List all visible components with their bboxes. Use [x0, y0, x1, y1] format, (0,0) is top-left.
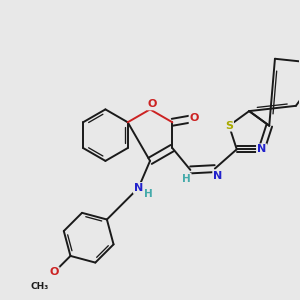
Text: O: O [50, 267, 59, 277]
Text: CH₃: CH₃ [30, 282, 49, 291]
Text: O: O [190, 113, 199, 123]
Text: O: O [147, 99, 157, 110]
Text: H: H [182, 174, 191, 184]
Text: N: N [213, 171, 222, 181]
Text: N: N [257, 144, 266, 154]
Text: S: S [225, 121, 233, 131]
Text: H: H [144, 189, 153, 199]
Text: N: N [134, 183, 143, 193]
